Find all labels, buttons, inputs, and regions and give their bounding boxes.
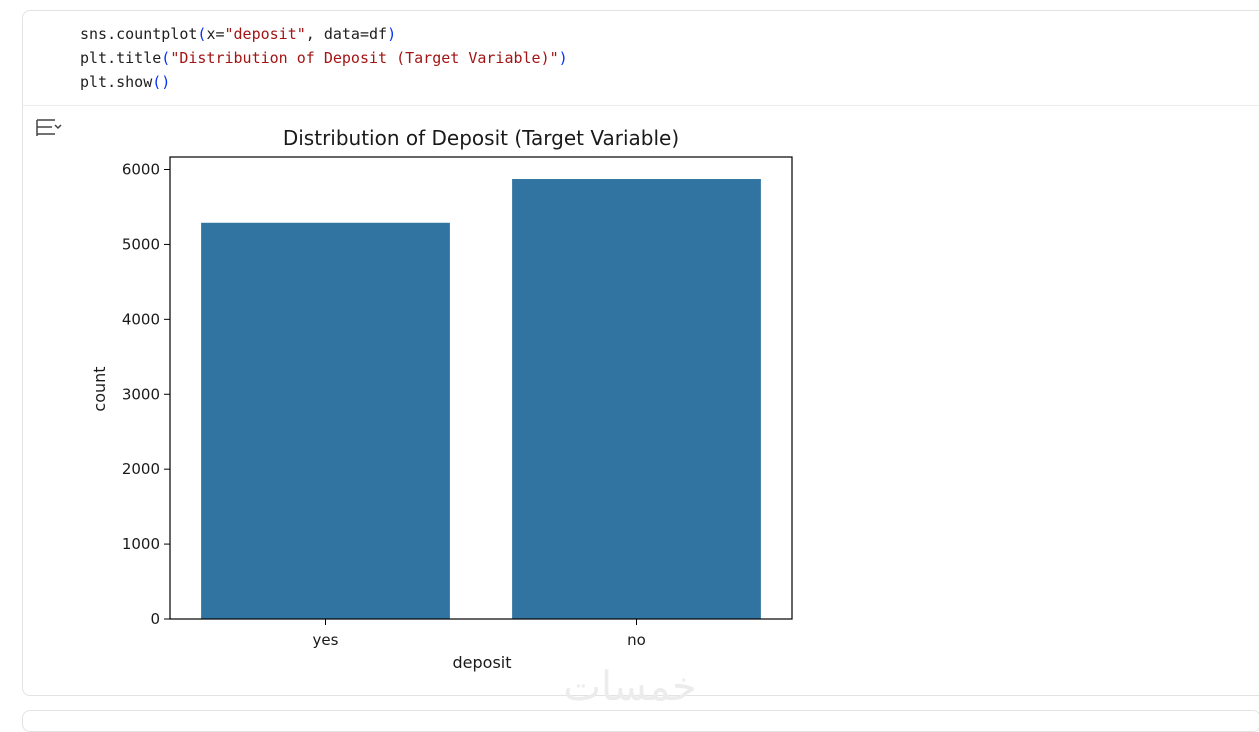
code-token: (	[197, 25, 207, 43]
y-tick-label: 5000	[122, 235, 160, 253]
separator	[22, 105, 1259, 106]
chart-title: Distribution of Deposit (Target Variable…	[283, 126, 679, 150]
y-axis-label: count	[90, 366, 109, 411]
code-token: (	[161, 49, 171, 67]
code-token: "Distribution of Deposit (Target Variabl…	[170, 49, 559, 67]
code-line: sns.countplot(x="deposit", data=df)	[80, 22, 568, 46]
axes-frame	[169, 156, 793, 620]
y-tick-label: 3000	[122, 385, 160, 403]
code-token: )	[558, 49, 568, 67]
code-token: ()	[152, 73, 171, 91]
code-cell	[22, 10, 1259, 696]
code-line: plt.show()	[80, 70, 568, 94]
watermark: خمسات	[563, 664, 696, 710]
code-token: )	[387, 25, 397, 43]
y-tick-label: 2000	[122, 460, 160, 478]
code-token: sns.countplot	[80, 25, 198, 43]
code-editor[interactable]: sns.countplot(x="deposit", data=df) plt.t…	[80, 22, 568, 94]
y-tick-label: 6000	[122, 161, 160, 179]
x-axis-label: deposit	[453, 653, 512, 672]
code-token: "deposit"	[224, 25, 306, 43]
code-token: , data=df	[305, 25, 388, 43]
code-token: plt.title	[80, 49, 162, 67]
code-line: plt.title("Distribution of Deposit (Targ…	[80, 46, 568, 70]
y-tick-label: 4000	[122, 310, 160, 328]
code-token: x=	[206, 25, 225, 43]
y-tick-label: 1000	[122, 535, 160, 553]
x-tick-label: no	[627, 631, 646, 649]
y-tick-label: 0	[150, 610, 160, 628]
code-token: plt.show	[80, 73, 153, 91]
bar	[201, 222, 450, 619]
bar	[512, 179, 761, 620]
x-tick-label: yes	[313, 631, 339, 649]
output-toggle-icon[interactable]	[36, 119, 62, 136]
